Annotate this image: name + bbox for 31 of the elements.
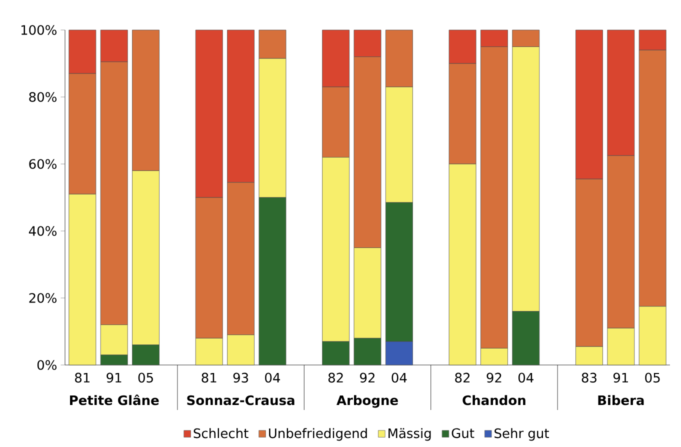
x-tick-label: 05 [645, 372, 660, 383]
x-tick-label: 81 [202, 372, 216, 383]
legend-label: Schlecht [194, 428, 248, 438]
x-tick-label: 91 [106, 372, 122, 383]
x-tick-label: 04 [392, 372, 407, 383]
y-tick-label: 80% [29, 92, 56, 102]
x-tick-label: 92 [360, 372, 374, 383]
x-tick-label: 04 [265, 372, 280, 383]
x-tick-label: 05 [138, 372, 153, 383]
legend-label: Mässig [388, 428, 431, 441]
legend-label: Sehr gut [494, 428, 549, 441]
x-tick-label: 92 [486, 372, 502, 383]
y-tick-label: 40% [28, 226, 56, 236]
x-tick-label: 82 [455, 372, 470, 383]
y-tick-label: 60% [29, 159, 56, 169]
x-tick-label: 91 [613, 372, 628, 383]
text: Sonnaz-Crausa [187, 395, 294, 406]
x-tick-label: 82 [328, 372, 343, 383]
x-tick-label: 93 [233, 372, 248, 383]
x-tick-label: 04 [518, 372, 534, 383]
text: Arbogne [336, 395, 398, 408]
y-tick-label: 20% [29, 293, 56, 303]
y-tick-label: 0% [37, 360, 56, 370]
legend-label: Gut [452, 428, 474, 438]
x-tick-label: 81 [75, 372, 90, 383]
text: Bibera [598, 395, 644, 406]
x-tick-label: 83 [582, 372, 596, 383]
text: Chandon [462, 395, 526, 406]
text: Petite Glâne [70, 394, 159, 406]
legend-label: Unbefriedigend [269, 428, 367, 441]
y-tick-label: 100% [21, 25, 56, 35]
